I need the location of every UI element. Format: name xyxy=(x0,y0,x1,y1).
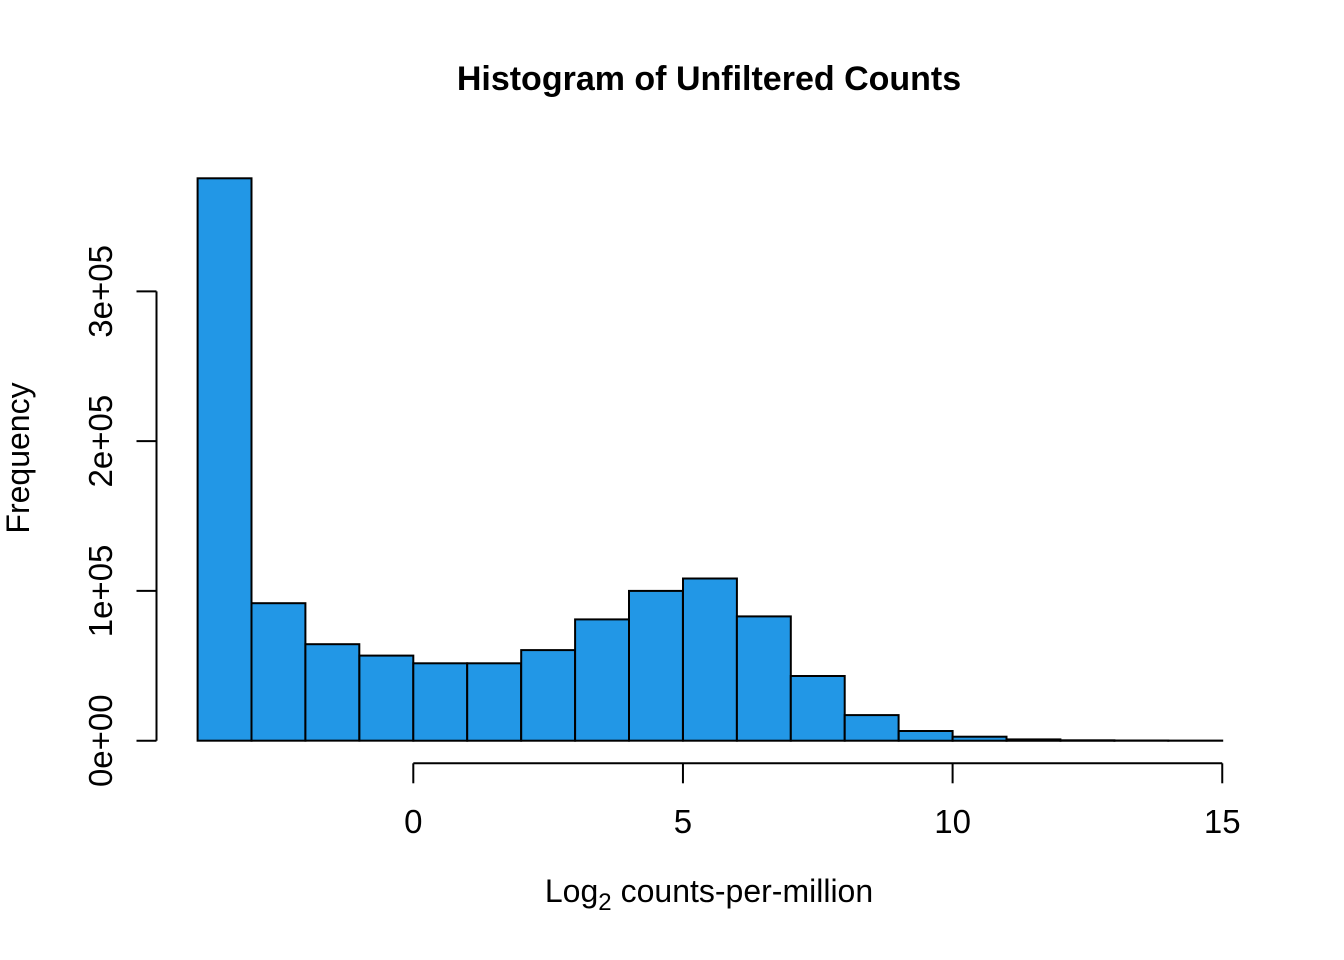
histogram-bar xyxy=(412,662,469,742)
x-axis-label-subscript: 2 xyxy=(598,889,611,916)
x-tick-label: 0 xyxy=(404,803,422,840)
histogram-bar xyxy=(250,602,307,742)
y-axis: 0e+00 1e+05 2e+05 3e+05 xyxy=(82,245,158,787)
x-tick-label: 5 xyxy=(674,803,692,840)
histogram-bar xyxy=(466,662,523,742)
x-axis-label-suffix: counts-per-million xyxy=(621,873,874,909)
bars-group xyxy=(196,177,1224,742)
histogram-bar xyxy=(520,649,577,742)
histogram-bar xyxy=(628,589,684,742)
histogram-bar xyxy=(897,730,954,742)
x-axis: 0 5 10 15 xyxy=(404,762,1241,840)
histogram-bar xyxy=(574,618,630,742)
histogram-bar xyxy=(196,177,253,742)
x-tick-label: 10 xyxy=(934,803,971,840)
y-tick-label: 3e+05 xyxy=(82,245,119,338)
chart-title: Histogram of Unfiltered Counts xyxy=(457,60,961,98)
histogram-bar xyxy=(789,675,846,742)
y-tick-label: 0e+00 xyxy=(82,694,119,787)
histogram-bar xyxy=(1005,738,1062,742)
x-tick-label: 15 xyxy=(1204,803,1241,840)
histogram-bar xyxy=(843,714,900,742)
x-axis-label: Log2 counts-per-million xyxy=(545,873,873,916)
histogram-bar xyxy=(304,643,361,742)
x-axis-label-prefix: Log xyxy=(545,873,598,909)
y-tick-label: 2e+05 xyxy=(82,395,119,488)
y-axis-label: Frequency xyxy=(0,382,36,533)
histogram-bar xyxy=(358,654,415,742)
y-tick-label: 1e+05 xyxy=(82,545,119,638)
histogram-bar xyxy=(735,615,792,742)
histogram-bar xyxy=(951,735,1008,742)
histogram-bar xyxy=(682,577,738,742)
